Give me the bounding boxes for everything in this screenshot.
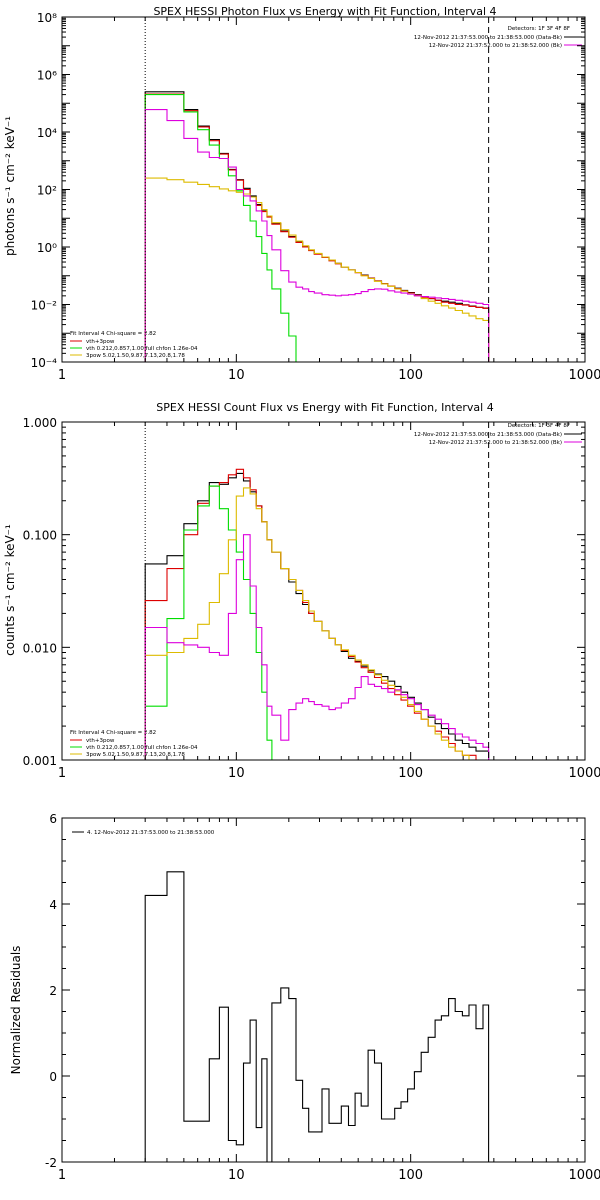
chart-0-plot: 1 10 100 1000 10⁻⁴ 10⁻² 10⁰ 10² 10⁴ 10⁶ 10⁸ [31,11,600,383]
y-tick-label: 10⁴ [37,126,57,140]
x-tick-label: 10 [228,1168,245,1183]
chart-1-series-group [144,468,490,760]
chart-2-series-group [144,871,490,1162]
legend-top-right-line-2: 12-Nov-2012 21:37:53.000 to 21:38:53.000… [414,35,562,41]
series-line-vth [144,485,489,760]
x-tick-label: 100 [398,1168,423,1183]
series-line-3pow [144,487,489,760]
legend-top-right-line-1: Detectors: 1F 3F 4F 8F [508,26,570,32]
y-tick-label: 2 [49,984,57,998]
x-tick-label: 10 [228,368,245,383]
y-tick-label: 1.000 [23,416,57,430]
chart-0-series-group [144,91,490,362]
legend-fit-line-2: vth+3pow [86,738,115,744]
chart-photon-flux: SPEX HESSI Photon Flux vs Energy with Fi… [3,5,582,359]
legend-fit-line-1: Fit Interval 4 Chi-square = 2.82 [70,730,156,736]
chart-2-plot: 1 10 100 1000 -2 0 2 4 6 [45,812,600,1183]
legend-fit-line-4: 3pow 5.02,1.50,9.87,7.13,20.8,1.78 [86,353,185,359]
y-tick-label: 0.001 [23,754,57,768]
x-tick-label: 100 [398,368,423,383]
y-axis-label: photons s⁻¹ cm⁻² keV⁻¹ [3,116,17,256]
y-axis-label: counts s⁻¹ cm⁻² keV⁻¹ [3,524,17,656]
y-tick-label: 0.010 [23,641,57,655]
y-tick-label: 0 [49,1070,57,1084]
legend-top-right-line-3: 12-Nov-2012 21:37:52.000 to 21:38:52.000… [429,43,562,49]
x-tick-label: 1000 [568,368,600,383]
legend-top-right-line-3: 12-Nov-2012 21:37:52.000 to 21:38:52.000… [429,440,562,446]
legend-fit-line-3: vth 0.212,0.857,1.00 full chfon 1.26e-04 [86,346,198,352]
legend-top-right-line-2: 12-Nov-2012 21:37:53.000 to 21:38:53.000… [414,432,562,438]
y-tick-label: 10⁸ [37,11,57,25]
legend-top-right-line-1: Detectors: 1F 3F 4F 8F [508,423,570,429]
legend-fit-line-2: vth+3pow [86,339,115,345]
series-line-bk [144,534,490,760]
chart-title: SPEX HESSI Count Flux vs Energy with Fit… [156,401,493,414]
series-line-3pow [144,177,490,362]
x-tick-label: 1 [58,368,66,383]
y-tick-label: 6 [49,812,57,826]
y-tick-label: 4 [49,898,57,912]
x-tick-label: 10 [228,766,245,781]
legend-fit-line-3: vth 0.212,0.857,1.00 full chfon 1.26e-04 [86,745,198,751]
chart-title: SPEX HESSI Photon Flux vs Energy with Fi… [153,5,496,18]
series-line-4-12-nov-2012-21-37-53-000-to-21-38-53-000 [144,871,490,1162]
y-tick-label: 10⁶ [37,69,57,83]
chart-1-plot: 1 10 100 1000 0.001 0.010 0.100 1.000 [23,416,600,781]
y-axis-label: Normalized Residuals [9,946,23,1075]
x-tick-label: 1 [58,1168,66,1183]
x-tick-label: 1000 [568,766,600,781]
series-line-bk [144,109,490,362]
y-tick-label: 10⁻⁴ [31,356,58,370]
y-tick-label: 10⁰ [37,241,57,255]
y-tick-label: 10⁻² [31,299,58,313]
legend-residuals-label: 4. 12-Nov-2012 21:37:53.000 to 21:38:53.… [87,830,215,836]
chart-normalized-residuals: Normalized Residuals 4. 12-Nov-2012 21:3… [9,830,215,1074]
plot-frame [61,421,586,761]
legend-fit-line-4: 3pow 5.02,1.50,9.87,7.13,20.8,1.78 [86,752,185,758]
y-tick-label: 0.100 [23,529,57,543]
legend-fit-line-1: Fit Interval 4 Chi-square = 2.82 [70,331,156,337]
x-tick-label: 1 [58,766,66,781]
chart-count-flux: SPEX HESSI Count Flux vs Energy with Fit… [3,401,582,758]
y-tick-label: 10² [37,184,57,198]
x-tick-label: 1000 [568,1168,600,1183]
x-tick-label: 100 [398,766,423,781]
y-tick-label: -2 [45,1156,57,1170]
